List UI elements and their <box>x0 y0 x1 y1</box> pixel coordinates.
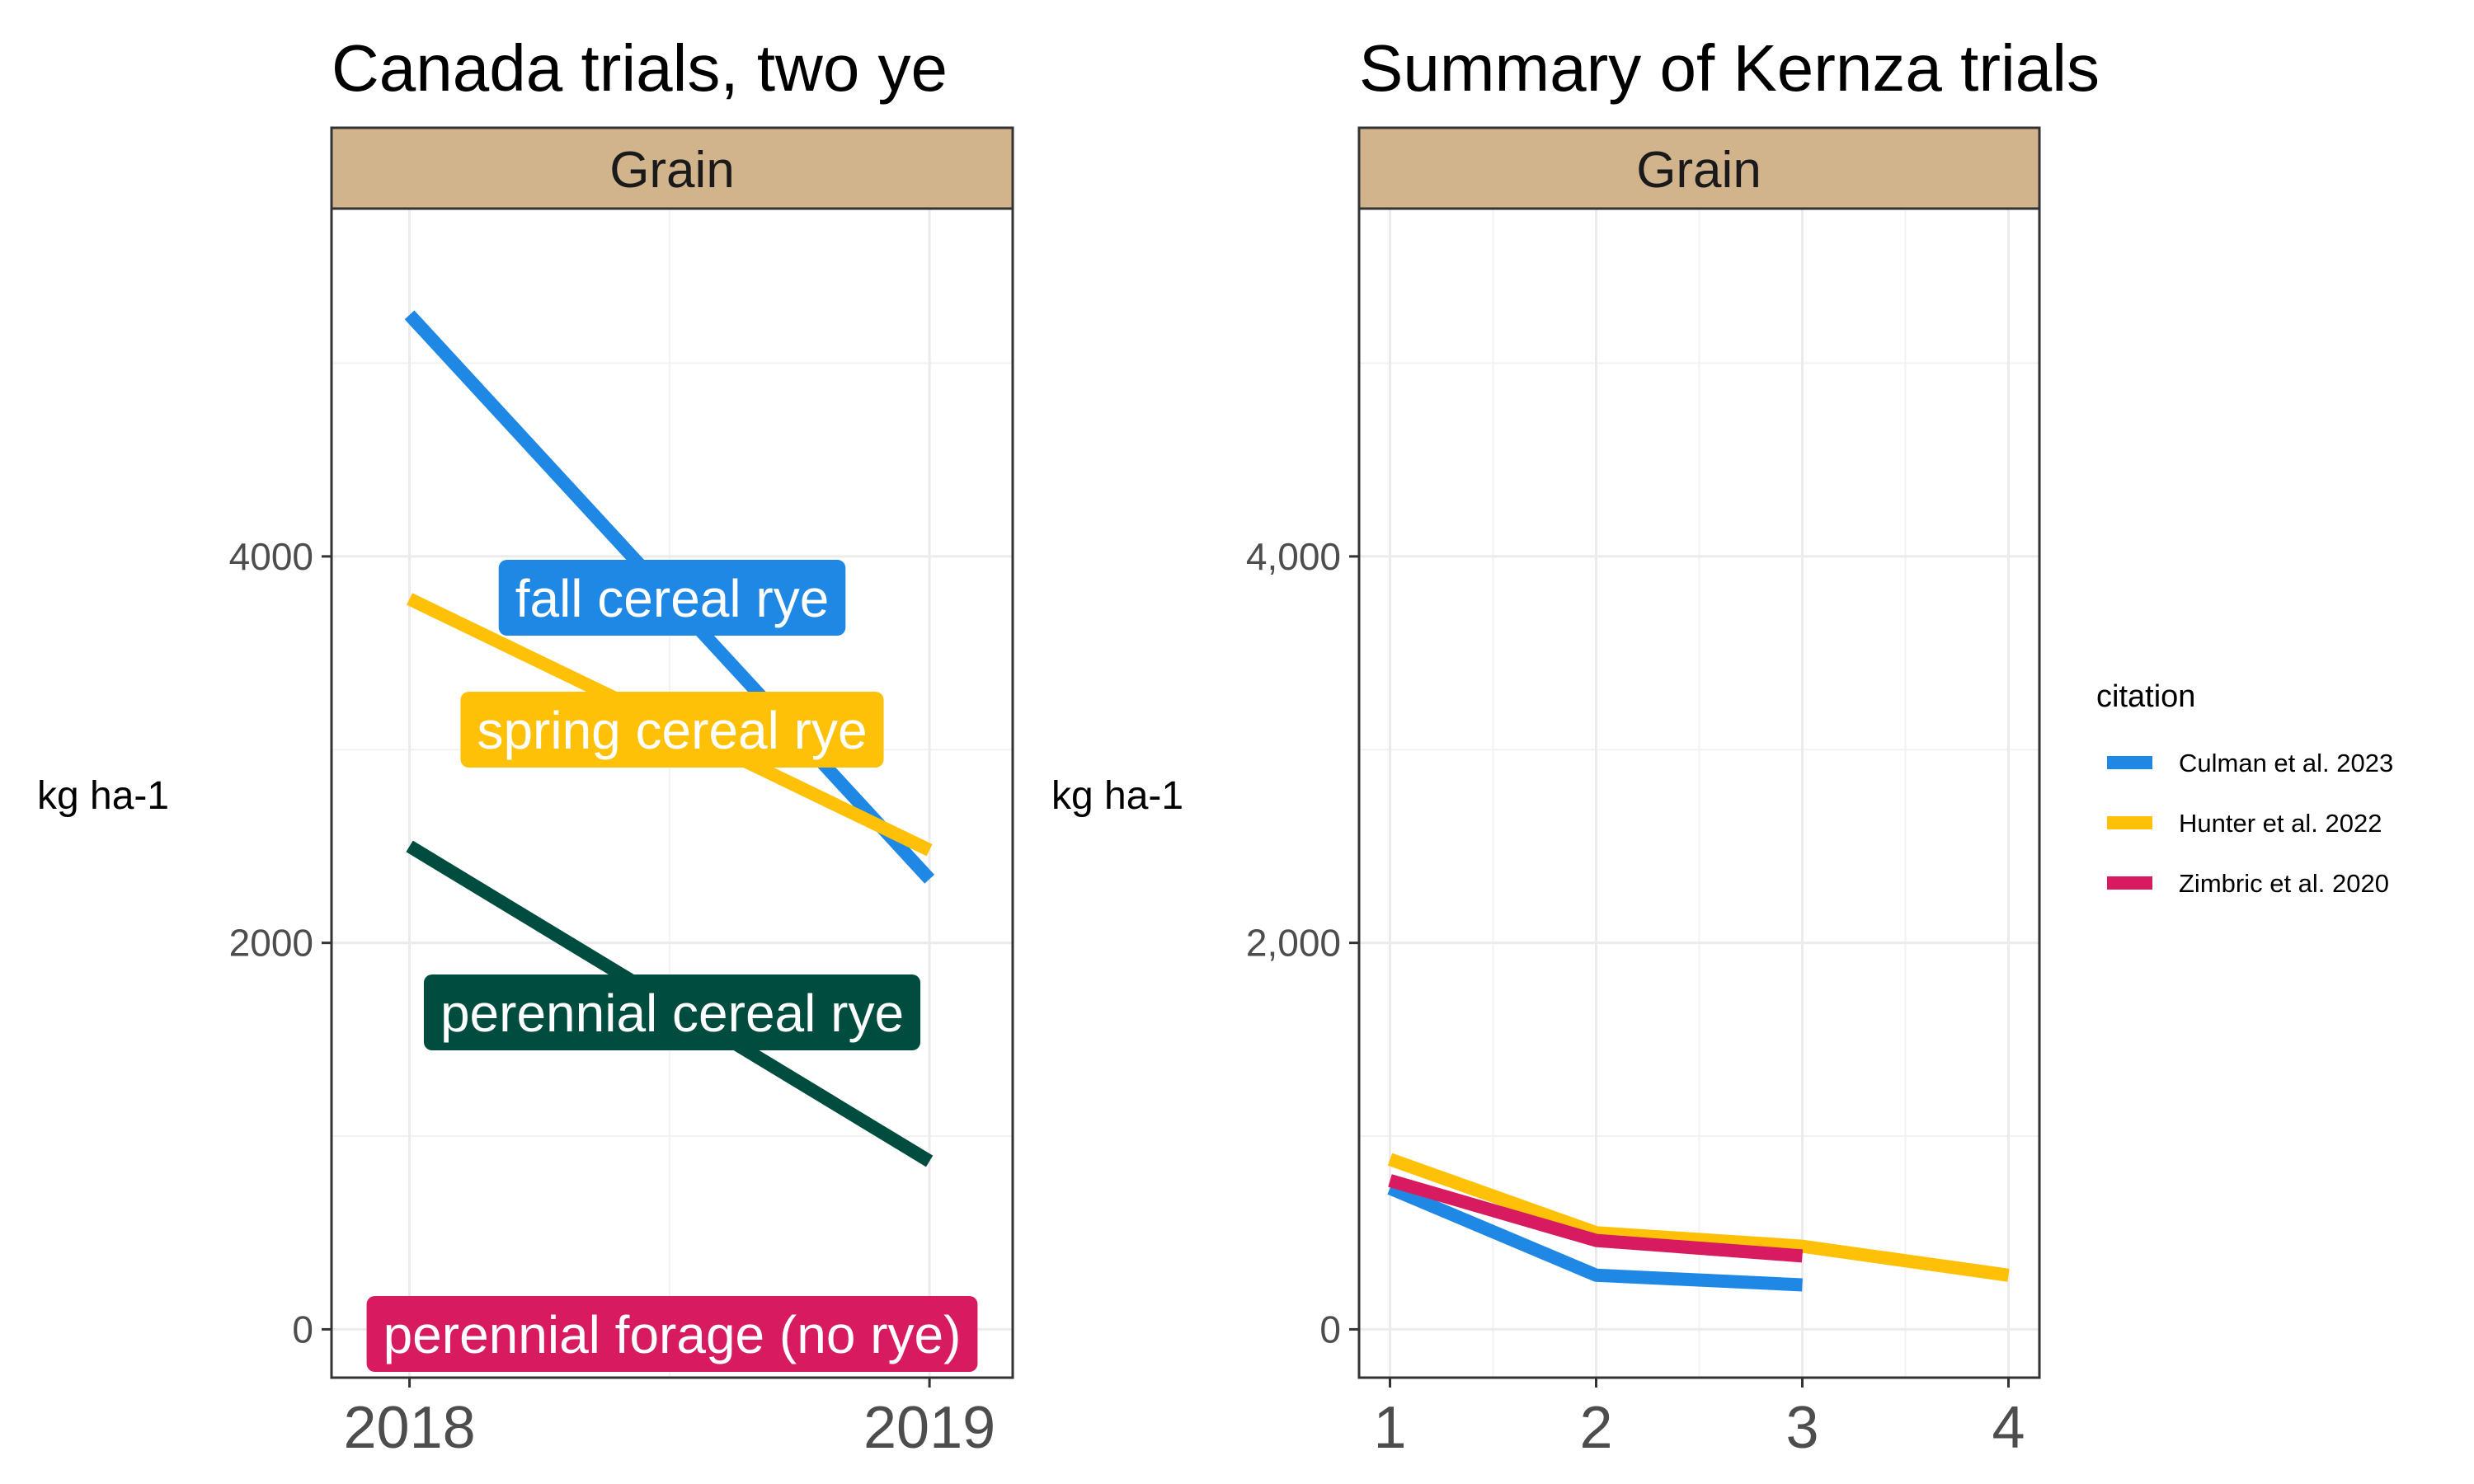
x-tick-label-1: 2019 <box>863 1395 995 1461</box>
legend-title: citation <box>2096 679 2195 714</box>
series-label-text-spring-cereal-rye: spring cereal rye <box>477 701 867 760</box>
panel-kernza-trials: Summary of Kernza trials Grain 0 2,000 4,0… <box>1051 31 2100 1461</box>
grid-minor-right <box>1359 209 2039 1378</box>
x-tick-label-2: 3 <box>1785 1395 1818 1461</box>
facet-label-left: Grain <box>609 142 735 199</box>
x-tick-label-3: 4 <box>1992 1395 2025 1461</box>
panel-canada-trials: Canada trials, two ye Grain fall cereal … <box>37 31 1014 1461</box>
x-tick-label-0: 2018 <box>343 1395 475 1461</box>
y-tick-label-0: 0 <box>292 1308 313 1350</box>
x-axis-ticks-right: 1 2 3 4 <box>1373 1378 2025 1461</box>
series-lines-right <box>1387 1153 2010 1292</box>
series-label-box-perennial-cereal-rye <box>423 974 921 1050</box>
grid-minor-left <box>332 209 1013 1378</box>
legend: citation Culman et al. 2023 Hunter et al.… <box>2096 679 2393 898</box>
series-label-box-perennial-forage-no-rye <box>366 1296 978 1372</box>
y-axis-ticks-left: 0 2000 4000 <box>229 535 332 1350</box>
series-label-text-fall-cereal-rye: fall cereal rye <box>515 569 830 628</box>
facet-strip-right <box>1357 126 2041 210</box>
series-label-text-perennial-cereal-rye: perennial cereal rye <box>440 984 904 1043</box>
x-tick-label-1: 2 <box>1579 1395 1612 1461</box>
chart-title-right: Summary of Kernza trials <box>1359 31 2100 105</box>
series-label-text-perennial-forage-no-rye: perennial forage (no rye) <box>383 1305 962 1364</box>
series-line-culman-et-al-2023 <box>1387 1181 1803 1292</box>
y-tick-label-2: 4,000 <box>1246 535 1341 578</box>
series-label-perennial-forage-no-rye: perennial forage (no rye) <box>366 1296 978 1372</box>
grid-major-left <box>332 209 1013 1378</box>
series-line-hunter-et-al-2022 <box>1387 1153 2010 1282</box>
x-axis-ticks-left: 2018 2019 <box>343 1378 995 1461</box>
panel-border-right <box>1357 207 2041 1379</box>
legend-label-culman-et-al-2023: Culman et al. 2023 <box>2179 749 2393 777</box>
y-tick-label-1: 2000 <box>229 922 313 965</box>
panel-border-left <box>330 207 1014 1379</box>
chart-title-left: Canada trials, two ye <box>332 31 948 105</box>
y-axis-label-left: kg ha-1 <box>37 774 169 818</box>
series-label-box-fall-cereal-rye <box>498 560 846 636</box>
series-line-zimbric-et-al-2020 <box>1388 1174 1804 1263</box>
facet-strip-left <box>330 126 1014 210</box>
legend-label-hunter-et-al-2022: Hunter et al. 2022 <box>2179 809 2382 838</box>
series-label-box-spring-cereal-rye <box>460 692 884 768</box>
legend-label-zimbric-et-al-2020: Zimbric et al. 2020 <box>2179 869 2389 898</box>
y-tick-label-1: 2,000 <box>1246 922 1341 965</box>
x-tick-label-0: 1 <box>1373 1395 1406 1461</box>
y-axis-ticks-right: 0 2,000 4,000 <box>1246 535 1359 1350</box>
series-label-perennial-cereal-rye: perennial cereal rye <box>423 974 921 1050</box>
y-tick-label-2: 4000 <box>229 535 313 578</box>
y-tick-label-0: 0 <box>1319 1308 1341 1350</box>
series-label-fall-cereal-rye: fall cereal rye <box>498 560 846 636</box>
facet-label-right: Grain <box>1636 142 1761 199</box>
y-axis-label-right: kg ha-1 <box>1051 774 1183 818</box>
series-label-spring-cereal-rye: spring cereal rye <box>460 692 884 768</box>
series-labels-left: fall cereal rye spring cereal rye perennia… <box>366 560 978 1372</box>
